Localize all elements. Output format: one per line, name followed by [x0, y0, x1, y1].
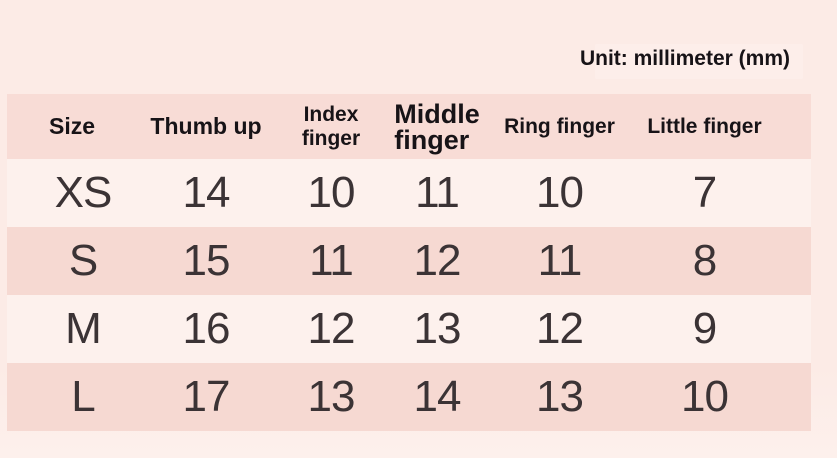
value-cell-middle: 11: [415, 168, 460, 217]
unit-label: Unit: millimeter (mm): [579, 47, 790, 70]
value-cell-index: 13: [307, 372, 356, 421]
finger-size-table: Size Thumb up Index finger Middle finger…: [7, 94, 811, 431]
value-cell-thumb: 17: [182, 372, 231, 421]
header-cell-little-finger: Little finger: [647, 114, 762, 138]
header-cell-middle-finger: Middle finger: [387, 98, 487, 155]
value-cell-index: 11: [309, 236, 354, 285]
value-cell-index: 10: [307, 168, 356, 217]
value-cell-little: 7: [692, 168, 717, 217]
table-row-s: S 15 11 12 11 8: [7, 227, 811, 295]
value-cell-ring: 11: [537, 236, 583, 285]
value-cell-little: 8: [692, 236, 717, 285]
value-cell-little: 10: [681, 372, 729, 421]
header-cell-size: Size: [48, 113, 96, 139]
unit-label-backdrop: [595, 44, 803, 79]
size-cell: L: [71, 372, 95, 421]
table-header-row: Size Thumb up Index finger Middle finger…: [7, 94, 811, 159]
value-cell-thumb: 16: [182, 304, 231, 353]
header-cell-index-finger: Index finger: [301, 102, 361, 150]
value-cell-little: 9: [692, 304, 717, 353]
table-row-l: L 17 13 14 13 10: [7, 363, 811, 431]
middle-finger-label: Middle finger: [394, 98, 480, 155]
size-cell: XS: [54, 168, 113, 217]
value-cell-middle: 13: [413, 304, 462, 353]
size-cell: S: [68, 236, 98, 285]
value-cell-thumb: 14: [182, 168, 231, 217]
header-cell-ring-finger: Ring finger: [504, 114, 615, 138]
value-cell-ring: 10: [536, 168, 584, 217]
value-cell-middle: 12: [413, 236, 462, 285]
value-cell-index: 12: [307, 304, 356, 353]
table-row-m: M 16 12 13 12 9: [7, 295, 811, 363]
size-cell: M: [65, 304, 102, 353]
table-row-xs: XS 14 10 11 10 7: [7, 159, 811, 227]
value-cell-ring: 13: [536, 372, 584, 421]
header-cell-thumb-up: Thumb up: [150, 113, 262, 139]
value-cell-middle: 14: [413, 372, 462, 421]
value-cell-thumb: 15: [182, 236, 231, 285]
value-cell-ring: 12: [536, 304, 584, 353]
